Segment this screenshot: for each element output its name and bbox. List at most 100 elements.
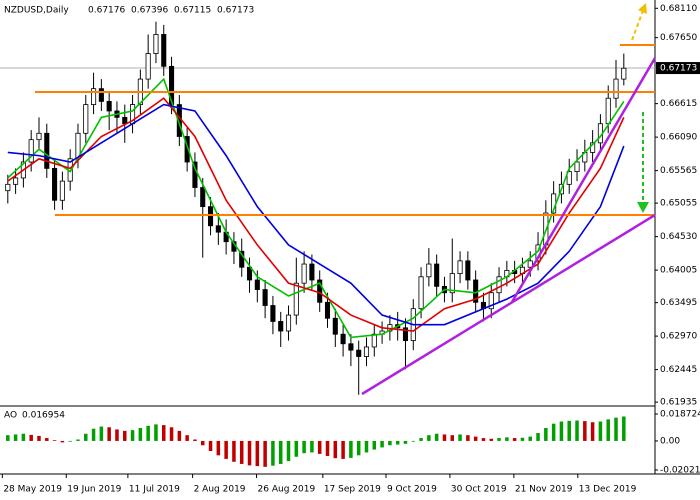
candle-body	[605, 97, 611, 125]
ao-bar	[247, 440, 252, 466]
candle-body	[301, 263, 307, 284]
ao-bar	[278, 440, 283, 464]
candle-body	[371, 333, 377, 348]
candle-body	[324, 301, 331, 319]
ao-bar	[489, 438, 494, 441]
ao-bar	[622, 416, 626, 441]
ao-bar	[169, 427, 174, 441]
ao-bar	[6, 435, 10, 441]
ao-bar	[536, 433, 540, 441]
candle-body	[426, 263, 432, 278]
ao-bar	[29, 434, 33, 441]
x-tick-label: 9 Oct 2019	[387, 485, 437, 495]
candle-body	[5, 183, 11, 192]
arrow-up	[631, 7, 645, 41]
arrow-head	[638, 3, 647, 14]
candle-body	[621, 67, 627, 80]
ao-bar	[208, 440, 213, 452]
ao-bar	[154, 424, 158, 441]
ao-bar	[13, 434, 18, 441]
candle-body	[161, 34, 167, 67]
candle-body	[44, 132, 50, 169]
header: NZDUSD,Daily 0.67176 0.67396 0.67115 0.6…	[4, 6, 254, 421]
ao-bar	[107, 427, 111, 441]
ao-bar	[138, 427, 143, 441]
ao-bar	[200, 440, 205, 446]
candle-body	[36, 132, 42, 141]
ao-bar	[403, 440, 408, 444]
ao-bar	[123, 430, 127, 441]
candle-body	[169, 65, 175, 105]
arrow-head	[637, 202, 649, 213]
y-tick-label: 0.64530	[660, 232, 697, 242]
ao-bar	[115, 429, 119, 441]
ao-bar	[263, 440, 267, 467]
candle-body	[457, 260, 463, 275]
candle-body	[449, 273, 455, 294]
y-tick-label: 0.63495	[660, 298, 697, 308]
candle-body	[285, 314, 292, 332]
candle-body	[262, 289, 268, 306]
candle-body	[59, 180, 65, 201]
moving-average	[7, 103, 625, 326]
ao-bar	[450, 435, 455, 441]
ao-y-tick-label: 0.018724	[660, 410, 700, 420]
candle-body	[488, 292, 494, 310]
ao-bar	[614, 417, 618, 441]
x-tick-label: 28 May 2019	[3, 485, 62, 495]
ao-bar	[68, 440, 72, 442]
trend-line	[361, 213, 656, 396]
candle-body	[402, 327, 409, 341]
ao-bar	[544, 427, 548, 441]
ao-bar	[161, 425, 166, 441]
candle-body	[239, 250, 245, 268]
candle-body	[270, 305, 276, 322]
y-tick-label: 0.62445	[660, 365, 697, 375]
ao-bar	[559, 421, 564, 441]
candle-body	[52, 167, 58, 201]
y-tick-label: 0.67650	[660, 33, 697, 43]
ao-bar	[146, 425, 150, 441]
ao-bar	[52, 440, 57, 441]
ao-bar	[388, 440, 392, 446]
analysis-drawings	[35, 3, 657, 396]
ao-bar	[60, 440, 65, 443]
ao-y-tick-label: 0.00	[660, 436, 680, 446]
ao-bar	[567, 420, 571, 441]
ao-bar	[512, 438, 517, 441]
ao-bar	[99, 426, 104, 441]
candle-body	[106, 101, 112, 112]
ao-bar	[473, 436, 478, 441]
ao-bar	[76, 439, 80, 441]
y-tick-label: 0.66090	[660, 133, 697, 143]
ao-bar	[575, 420, 579, 441]
y-tick-label: 0.65565	[660, 166, 697, 176]
ao-bar	[427, 435, 431, 441]
ao-bar	[466, 435, 470, 441]
candle-body	[418, 276, 424, 310]
candle-body	[613, 78, 619, 99]
ao-bar	[286, 440, 291, 462]
ao-bar	[583, 421, 587, 441]
ao-bar	[21, 433, 26, 441]
ao-bar	[481, 438, 486, 441]
candle-body	[293, 282, 299, 316]
ao-bar	[216, 440, 221, 456]
candle-body	[98, 88, 104, 102]
candle-body	[91, 88, 97, 105]
symbol: NZDUSD,Daily	[4, 6, 69, 16]
candle-body	[83, 104, 89, 134]
ao-bar	[364, 440, 369, 453]
y-tick-label: 0.62970	[660, 332, 697, 342]
candle-body	[317, 279, 323, 303]
ao-bar	[434, 433, 439, 441]
x-tick-label: 13 Dec 2019	[579, 485, 637, 495]
ao-bar	[91, 428, 96, 441]
candle-body	[145, 53, 151, 80]
candle-body	[566, 171, 572, 185]
ao-bar	[294, 440, 299, 457]
candle-body	[184, 136, 190, 163]
